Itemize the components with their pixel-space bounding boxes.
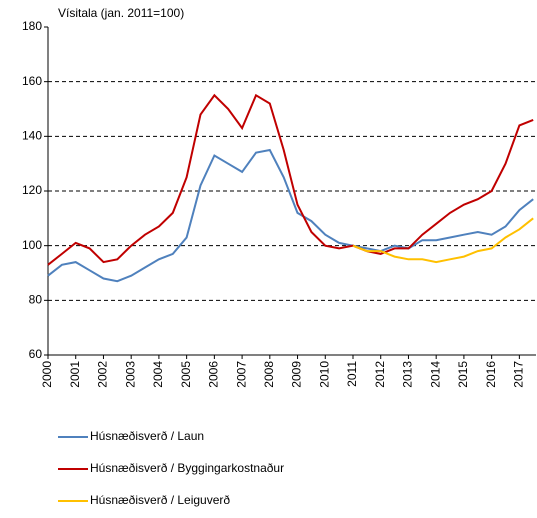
legend-label: Húsnæðisverð / Laun (90, 429, 204, 443)
x-tick-label: 2002 (96, 361, 110, 388)
y-tick-label: 140 (22, 129, 42, 143)
x-tick-label: 2000 (40, 361, 54, 388)
series-line (47, 93, 534, 266)
legend-label: Húsnæðisverð / Byggingarkostnaður (90, 461, 284, 475)
series-line (47, 148, 534, 283)
x-tick-label: 2003 (123, 361, 137, 388)
x-tick-label: 2005 (179, 361, 193, 388)
x-tick-label: 2001 (68, 361, 82, 388)
x-tick-label: 2007 (234, 361, 248, 388)
y-tick-label: 180 (22, 19, 42, 33)
x-tick-label: 2008 (262, 361, 276, 388)
x-tick-label: 2012 (373, 361, 387, 388)
legend-label: Húsnæðisverð / Leiguverð (90, 493, 230, 507)
y-tick-label: 160 (22, 74, 42, 88)
x-tick-label: 2004 (151, 361, 165, 388)
x-tick-label: 2016 (484, 361, 498, 388)
y-tick-label: 120 (22, 183, 42, 197)
y-axis-label: Vísitala (jan. 2011=100) (58, 6, 184, 20)
x-tick-label: 2013 (401, 361, 415, 388)
y-tick-label: 60 (29, 347, 43, 361)
x-tick-label: 2010 (317, 361, 331, 388)
x-tick-label: 2011 (345, 361, 359, 387)
x-tick-label: 2006 (207, 361, 221, 388)
y-tick-label: 80 (29, 293, 43, 307)
x-tick-label: 2015 (456, 361, 470, 388)
x-tick-label: 2009 (290, 361, 304, 388)
series-line (352, 217, 534, 264)
x-tick-label: 2014 (428, 361, 442, 388)
y-tick-label: 100 (22, 238, 42, 252)
x-tick-label: 2017 (512, 361, 526, 388)
